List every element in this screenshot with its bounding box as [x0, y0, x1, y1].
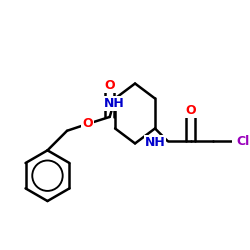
- Text: NH: NH: [104, 96, 125, 110]
- Text: NH: NH: [144, 136, 165, 149]
- Text: O: O: [186, 104, 196, 117]
- Text: O: O: [104, 79, 115, 92]
- Text: Cl: Cl: [237, 135, 250, 148]
- Text: O: O: [82, 117, 93, 130]
